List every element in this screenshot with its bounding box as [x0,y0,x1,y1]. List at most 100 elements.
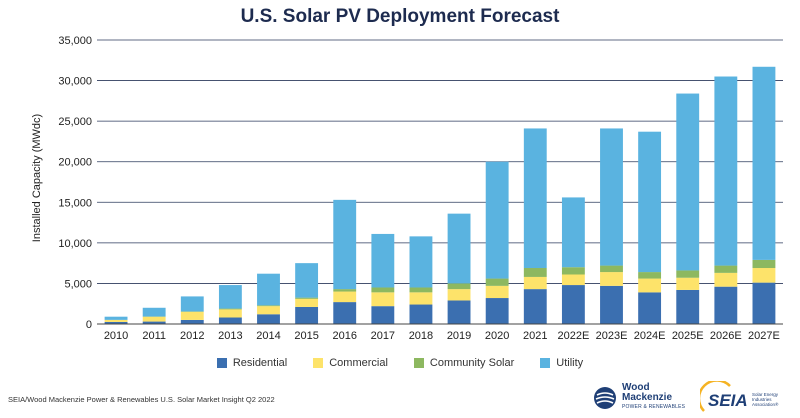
bar-utility-2025e [676,93,700,271]
bar-utility-2011 [142,307,166,317]
wood-mackenzie-line1: Wood [622,382,650,393]
wood-mackenzie-mark-icon [594,387,616,409]
bar-commercial-2010 [104,319,128,322]
x-tick-label: 2015 [294,330,318,342]
x-tick-label: 2014 [256,330,280,342]
bar-community-solar-2026e [714,265,738,273]
x-tick-label: 2013 [218,330,242,342]
x-tick-label: 2023E [596,330,628,342]
bar-utility-2026e [714,76,738,266]
bar-commercial-2018 [409,292,433,305]
legend-item-residential: Residential [216,357,288,369]
x-tick-label: 2027E [748,330,780,342]
bar-commercial-2026e [714,272,738,287]
legend-label-commercial: Commercial [329,357,388,369]
bar-commercial-2022e [561,274,585,286]
x-tick-label: 2024E [634,330,666,342]
bar-residential-2012 [180,319,204,324]
bar-commercial-2025e [676,277,700,290]
bar-residential-2024e [638,292,662,324]
x-tick-label: 2019 [447,330,471,342]
bar-community-solar-2019 [447,283,471,290]
bar-commercial-2019 [447,289,471,301]
bar-commercial-2011 [142,316,166,322]
legend-item-commercial: Commercial [313,357,388,369]
wood-mackenzie-line2: Mackenzie [622,392,673,403]
bar-utility-2013 [218,285,242,309]
bar-residential-2022e [561,285,585,324]
legend-label-residential: Residential [232,357,288,369]
bar-residential-2015 [295,306,319,324]
x-tick-label: 2022E [557,330,589,342]
bar-residential-2021 [523,289,547,324]
x-tick-label: 2020 [485,330,509,342]
y-axis-tick-labels: 0 5,000 10,000 15,000 20,000 25,000 30,000 35,0… [58,35,92,331]
bar-community-solar-2014 [257,305,280,307]
chart-title: U.S. Solar PV Deployment Forecast [240,6,560,27]
x-axis-tick-labels: 2010 2011 2012 2013 2014 2015 2016 2017 2018 2019… [104,330,780,342]
bar-commercial-2024e [638,278,662,293]
x-tick-label: 2021 [523,330,547,342]
bar-community-solar-2020 [485,278,509,286]
gridlines [97,39,783,284]
wood-mackenzie-tagline: POWER & RENEWABLES [622,404,686,410]
y-tick-label: 5,000 [64,278,92,290]
legend-item-community-solar: Community Solar [413,357,515,369]
stacked-bar-chart: 0 5,000 10,000 15,000 20,000 25,000 30,000 35,0… [31,35,783,342]
bar-community-solar-2017 [371,287,395,293]
y-tick-label: 35,000 [58,35,92,47]
x-tick-label: 2018 [409,330,433,342]
y-axis-label: Installed Capacity (MWdc) [31,114,43,242]
x-tick-label: 2011 [142,330,166,342]
legend-label-utility: Utility [556,357,584,369]
x-tick-label: 2012 [180,330,204,342]
bar-utility-2019 [447,213,471,284]
bar-residential-2014 [257,314,280,324]
bar-utility-2027e [752,66,776,260]
y-tick-label: 10,000 [58,238,92,250]
bar-utility-2024e [638,131,662,273]
x-tick-label: 2017 [371,330,395,342]
seia-tagline-2: Industries [752,397,772,402]
bar-community-solar-2013 [218,308,242,310]
bar-commercial-2014 [257,306,280,315]
bar-commercial-2021 [523,276,547,290]
bar-utility-2016 [333,199,357,290]
bar-residential-2013 [218,317,242,324]
bar-residential-2010 [104,321,128,324]
bar-community-solar-2024e [638,272,662,279]
bar-commercial-2013 [218,309,242,318]
bar-residential-2019 [447,300,471,324]
y-tick-label: 15,000 [58,197,92,209]
bar-commercial-2016 [333,291,357,303]
bar-community-solar-2027e [752,259,776,269]
bar-residential-2023e [600,285,623,324]
bar-residential-2011 [142,321,166,324]
bar-residential-2027e [752,282,776,324]
bar-community-solar-2015 [295,297,319,299]
bar-utility-2012 [180,296,204,312]
y-tick-label: 25,000 [58,116,92,128]
seia-wordmark: SEIA [708,391,748,410]
bar-residential-2018 [409,304,433,324]
x-tick-label: 2026E [710,330,742,342]
bar-residential-2017 [371,306,395,324]
bar-utility-2014 [257,273,280,306]
seia-tagline: Solar Energy Industries Association® [752,392,794,407]
bar-residential-2020 [485,298,509,324]
bar-utility-2023e [600,128,623,266]
legend-swatch-residential [216,358,227,368]
legend-label-community-solar: Community Solar [429,357,515,369]
legend-item-utility: Utility [540,357,583,369]
bar-residential-2025e [676,289,700,324]
y-tick-label: 0 [86,319,92,331]
bar-community-solar-2023e [600,265,623,273]
bars [104,66,776,324]
bar-commercial-2015 [295,298,319,307]
bar-commercial-2023e [600,272,623,286]
bar-residential-2016 [333,302,357,324]
bar-utility-2017 [371,233,395,288]
x-tick-label: 2016 [332,330,356,342]
seia-sun-arc-icon [700,381,731,412]
bar-commercial-2012 [180,311,204,320]
